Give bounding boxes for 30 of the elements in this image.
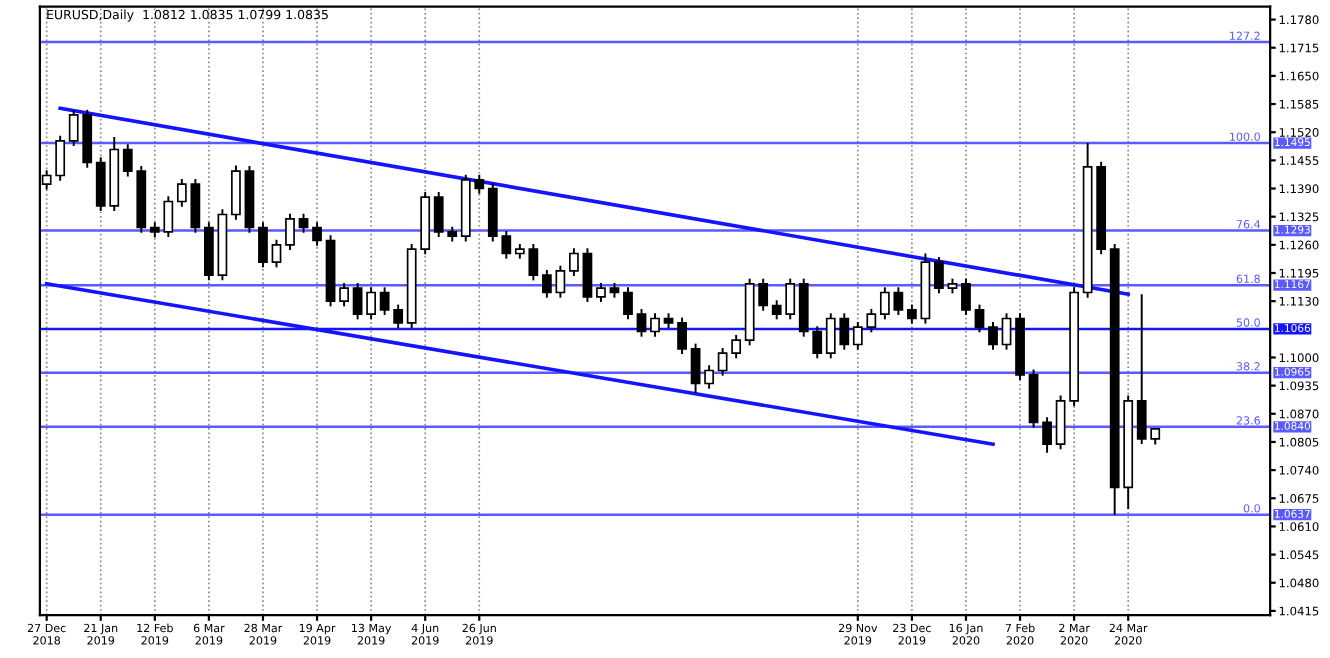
candlestick xyxy=(555,264,566,299)
candlestick xyxy=(203,221,214,282)
candlestick xyxy=(366,286,377,321)
candlestick xyxy=(312,221,322,247)
candlestick xyxy=(271,238,282,269)
candlestick xyxy=(541,269,552,299)
candlestick xyxy=(974,303,985,334)
candlestick xyxy=(1028,368,1039,429)
candlestick xyxy=(934,256,944,295)
candlestick xyxy=(636,307,647,338)
candlestick xyxy=(231,164,241,221)
candlestick xyxy=(582,247,593,303)
candlestick xyxy=(1055,394,1066,451)
candlestick xyxy=(704,364,714,390)
candlestick xyxy=(677,316,687,355)
candlestick xyxy=(285,212,295,252)
candlestick xyxy=(596,281,606,303)
candlestick xyxy=(906,303,917,325)
candlestick xyxy=(352,281,363,321)
candlestick xyxy=(1042,416,1052,454)
candlestick xyxy=(961,277,971,316)
candlestick xyxy=(690,342,701,394)
candlestick xyxy=(988,320,998,351)
candlestick xyxy=(1001,312,1012,351)
candlestick xyxy=(623,286,633,321)
candlestick xyxy=(298,212,309,234)
candlestick xyxy=(650,312,660,338)
candlestick xyxy=(569,247,579,277)
candlestick xyxy=(339,281,349,308)
candlestick xyxy=(258,221,268,269)
